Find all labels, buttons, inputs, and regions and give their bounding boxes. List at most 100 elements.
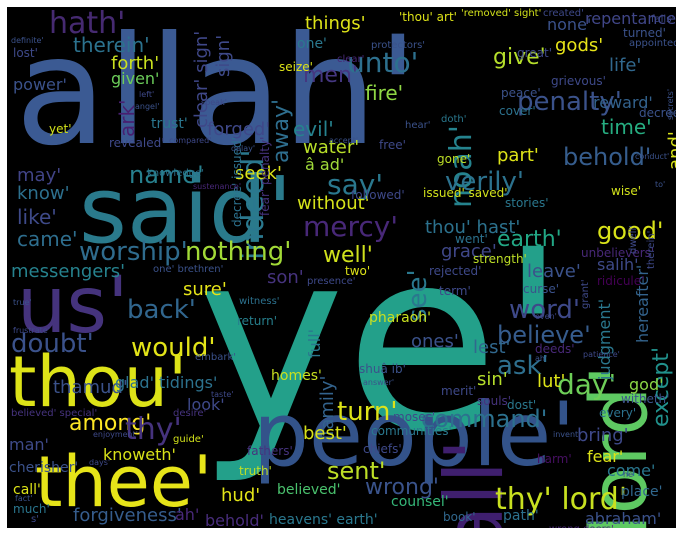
word-cover: cover' xyxy=(499,104,536,118)
word-sin: sin' xyxy=(477,369,508,390)
word-bring: bring' xyxy=(577,425,629,446)
word-one-brethren: one' brethren' xyxy=(153,264,224,275)
word-even: even' xyxy=(535,312,557,321)
word-grace: grace' xyxy=(441,241,497,262)
word-none: none' xyxy=(547,15,592,34)
word-thou: thou' xyxy=(9,341,188,423)
word-believe: believe' xyxy=(497,321,591,349)
word-power: power' xyxy=(13,75,67,94)
word-knoweth: knoweth' xyxy=(103,445,176,464)
word-full: full' xyxy=(305,328,324,358)
word-lest: lest' xyxy=(473,337,511,358)
word-ones: ones' xyxy=(411,331,459,352)
word-gone: gone' xyxy=(437,152,471,166)
word-place: place' xyxy=(621,484,663,500)
word-well: well' xyxy=(323,243,373,268)
word-give: give' xyxy=(493,45,546,70)
word-guide: guide' xyxy=(173,434,204,445)
word-said: said' xyxy=(79,157,293,264)
word-gods: gods' xyxy=(555,35,604,56)
word-revealed: revealed' xyxy=(109,136,165,150)
word-say: say' xyxy=(327,168,384,201)
word-speak: speak' xyxy=(201,98,227,107)
word-cloud: allah'ye'said'people'thee'thou'lord'shal… xyxy=(7,7,676,528)
word-secrets: secrets' xyxy=(666,88,675,120)
word-word: word' xyxy=(509,295,581,325)
word-sign: sign' xyxy=(213,34,234,77)
word-aad: â ad' xyxy=(305,155,345,174)
word-counsel: counsel' xyxy=(391,494,449,510)
word-protectors: protectors' xyxy=(371,40,426,51)
word-went: went' xyxy=(455,232,488,246)
word-best: best' xyxy=(303,423,347,444)
word-leave: leave' xyxy=(527,261,581,282)
word-away: away' xyxy=(269,98,294,163)
word-delay: delay' xyxy=(231,144,256,153)
word-reward: reward' xyxy=(593,93,653,112)
word-strength: strength' xyxy=(473,252,527,266)
word-fear: fear' xyxy=(587,447,624,466)
word-wise: wise' xyxy=(611,184,642,198)
word-dwell: dwell' xyxy=(628,225,639,254)
word-rejected: rejected' xyxy=(429,264,482,278)
word-trust: trust' xyxy=(151,116,188,132)
word-salih: salih' xyxy=(597,255,639,274)
word-angel: angel' xyxy=(135,102,160,111)
word-forth: forth' xyxy=(111,53,160,74)
word-followed: followed' xyxy=(351,188,405,202)
word-ye: ye' xyxy=(197,196,568,487)
word-every: every' xyxy=(599,406,637,420)
word-like: like' xyxy=(17,205,57,229)
word-unto: unto' xyxy=(347,46,419,79)
word-communities: communities' xyxy=(371,424,452,438)
word-day: day' xyxy=(557,368,617,401)
word-fire: fire' xyxy=(365,81,404,105)
word-abraham: abraham' xyxy=(585,509,662,528)
word-know: know' xyxy=(17,183,70,204)
word-souls: souls' xyxy=(477,394,512,408)
word-hath: hath' xyxy=(49,7,126,41)
word-command: command' xyxy=(421,405,548,433)
word-good: good' xyxy=(597,217,664,245)
word-path: path' xyxy=(503,508,539,524)
word-water: water' xyxy=(303,137,360,158)
word-enjoyment: enjoyment' xyxy=(93,430,138,439)
word-evil: evil' xyxy=(293,117,334,141)
word-fact: fact' xyxy=(15,494,33,503)
word-clear-sign: clear' sign' xyxy=(191,30,212,128)
word-knowledge: knowledge' xyxy=(147,168,204,179)
word-worship: worship' xyxy=(79,237,188,267)
word-therein: therein' xyxy=(73,33,150,57)
word-doth: doth' xyxy=(441,114,467,125)
word-wrong: wrong' xyxy=(365,475,439,500)
word-look: look' xyxy=(187,395,225,414)
word-us: us' xyxy=(17,261,129,351)
word-verily: verily' xyxy=(445,167,525,197)
word-patience: patience' xyxy=(583,350,620,359)
word-came: came' xyxy=(17,227,78,251)
word-nothing: nothing' xyxy=(185,237,292,267)
word-shuaib: shuâ ib' xyxy=(359,362,406,376)
word-decree: decree' xyxy=(639,106,676,120)
word-accept: accept' xyxy=(329,136,359,145)
word-thou-hast: thou' hast' xyxy=(425,217,521,238)
word-deeds: deeds' xyxy=(535,342,575,356)
word-hear: hear' xyxy=(405,120,431,131)
word-back: back' xyxy=(127,295,196,325)
word-frustrate: frustrate' xyxy=(13,326,50,335)
word-grievous: grievous' xyxy=(551,74,606,88)
word-hud: hud' xyxy=(221,485,261,506)
word-seek: seek' xyxy=(235,163,282,184)
word-fathers: fathers' xyxy=(247,444,293,458)
word-people: people' xyxy=(253,383,576,486)
word-thy-lord: thy' lord' xyxy=(495,482,628,517)
word-dost: dost' xyxy=(507,398,537,412)
word-definite: definite' xyxy=(11,36,44,45)
word-believed-special: believed' special' xyxy=(11,408,98,419)
word-messengers: messengers' xyxy=(11,261,126,282)
word-much: much' xyxy=(13,502,50,516)
word-unbelievers: unbelievers' xyxy=(581,246,655,260)
word-among: among' xyxy=(69,411,152,436)
word-come: come' xyxy=(607,461,656,480)
word-created: created' xyxy=(543,8,584,19)
